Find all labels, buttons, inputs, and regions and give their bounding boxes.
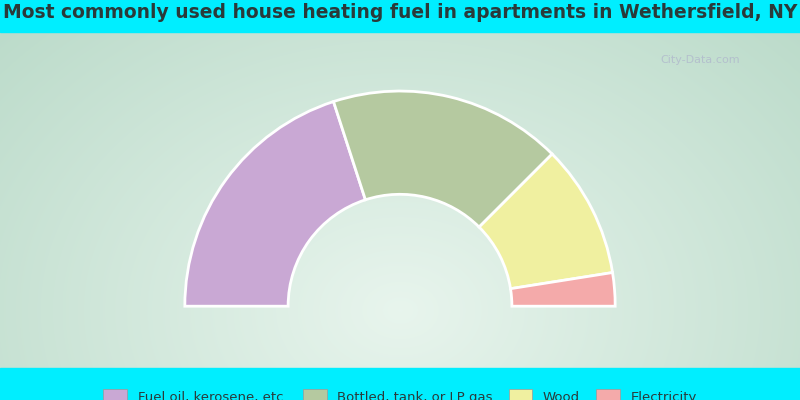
Wedge shape (510, 272, 615, 306)
Bar (0, 0, 800, 32)
Bar (0, 368, 800, 400)
Text: Most commonly used house heating fuel in apartments in Wethersfield, NY: Most commonly used house heating fuel in… (3, 2, 797, 22)
Text: City-Data.com: City-Data.com (660, 55, 740, 65)
Wedge shape (479, 154, 613, 289)
Wedge shape (185, 102, 366, 306)
Legend: Fuel oil, kerosene, etc., Bottled, tank, or LP gas, Wood, Electricity: Fuel oil, kerosene, etc., Bottled, tank,… (98, 384, 702, 400)
Wedge shape (334, 91, 552, 227)
